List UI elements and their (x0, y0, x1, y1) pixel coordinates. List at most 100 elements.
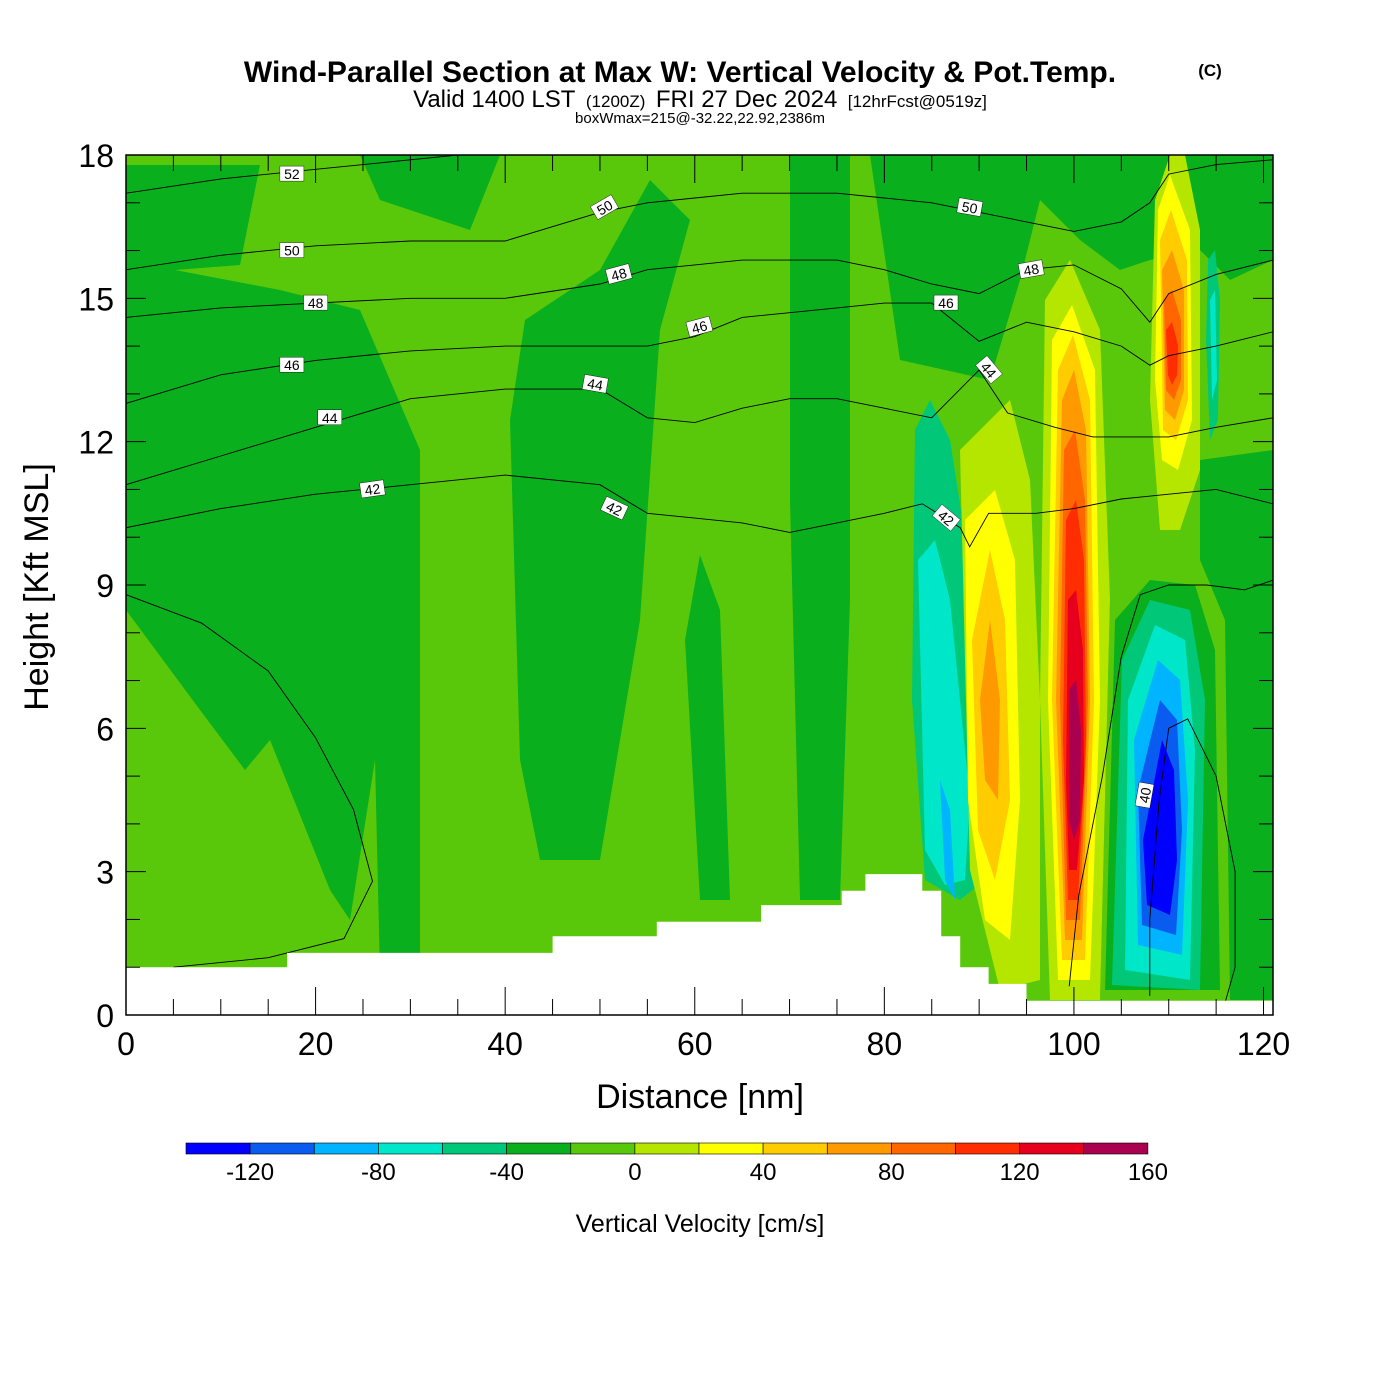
field-zone-updraft-orange (980, 620, 1000, 800)
colorbar-swatch-6 (570, 1142, 636, 1155)
contour-label-text: 50 (594, 197, 616, 219)
theta-contour-42-3 (126, 474, 1273, 548)
contour-label-box (359, 479, 386, 499)
field-zone-upper-updraft-red (1166, 322, 1178, 385)
theta-contour-46-5 (126, 302, 1273, 404)
contour-label-14: 44 (975, 355, 1003, 384)
colorbar-tick-label: -120 (226, 1159, 274, 1186)
field-zone-core-maroon (1069, 680, 1081, 840)
colorbar-swatch-9 (762, 1142, 828, 1155)
contour-label-2: 48 (303, 294, 328, 311)
colorbar-swatch-11 (891, 1142, 956, 1155)
colorbar-swatch-8 (698, 1142, 764, 1155)
field-zone-left-green (126, 165, 420, 980)
contour-label-box (279, 242, 305, 258)
contour-label-text: 48 (609, 265, 628, 285)
field-zone-center-green (510, 180, 690, 860)
subtitle-valid: Valid 1400 LST (413, 86, 576, 113)
theta-contour-44-4 (126, 369, 1273, 486)
contour-label-12: 48 (1017, 259, 1045, 279)
colorbar-swatch-14 (1083, 1142, 1149, 1155)
contour-label-box (604, 263, 633, 285)
contour-label-box (279, 357, 305, 373)
contour-label-16: 40 (1134, 781, 1155, 809)
field-zone-upper-teal (1210, 290, 1217, 400)
contour-label-box (975, 355, 1003, 384)
y-tick-label: 12 (78, 425, 114, 461)
y-tick-label: 9 (96, 568, 114, 604)
theta-contours (126, 155, 1273, 1001)
contour-label-box (956, 197, 984, 217)
contour-label-box (303, 294, 328, 311)
contour-label-text: 46 (690, 317, 709, 337)
y-tick-label: 15 (78, 281, 114, 317)
minor-ticks (126, 155, 1273, 1015)
colorbar-swatch-2 (313, 1142, 379, 1155)
x-tick-label: 0 (117, 1026, 135, 1062)
contour-label-box (590, 194, 619, 220)
contour-label-text: 42 (364, 480, 382, 498)
field-zone-column-green (790, 155, 850, 900)
contour-label-text: 48 (1022, 260, 1040, 278)
contour-label-box (600, 496, 629, 521)
contour-label-11: 50 (956, 197, 984, 217)
contour-label-text: 46 (938, 295, 954, 311)
contour-label-box (317, 409, 342, 425)
subtitle-utc: (1200Z) (586, 92, 646, 111)
contour-label-box (279, 165, 305, 182)
contour-label-8: 46 (685, 315, 714, 338)
colorbar-swatch-7 (634, 1142, 700, 1155)
theta-contour-40-1 (1068, 579, 1273, 987)
contour-label-box (933, 294, 959, 311)
field-zone-lower-right-deepblue (1143, 740, 1177, 915)
contour-label-10: 42 (600, 496, 629, 521)
y-tick-label: 6 (96, 711, 114, 747)
chart-title: Wind-Parallel Section at Max W: Vertical… (244, 56, 1116, 89)
colorbar-swatch-13 (1019, 1142, 1084, 1155)
y-tick-label: 3 (96, 855, 114, 891)
x-axis-title: Distance [nm] (596, 1078, 804, 1116)
plot-frame (125, 154, 1274, 1016)
colorbar-tick-label: 160 (1128, 1159, 1168, 1186)
colorbar: -120 -80 -40 0 40 80 120 160 (185, 1142, 1168, 1186)
contour-label-4: 44 (317, 409, 342, 426)
colorbar-swatch-1 (249, 1142, 315, 1155)
x-tick-label: 20 (298, 1026, 334, 1062)
colorbar-swatch-10 (826, 1142, 892, 1155)
contour-label-text: 52 (284, 166, 300, 182)
subtitle-date: FRI 27 Dec 2024 (656, 86, 837, 113)
contour-label-text: 50 (284, 243, 300, 259)
x-tick-label: 80 (867, 1026, 903, 1062)
x-tick-label: 40 (487, 1026, 523, 1062)
colorbar-tick-label: 40 (750, 1159, 777, 1186)
contour-label-15: 42 (932, 503, 961, 532)
y-axis-title: Height [Kft MSL] (18, 463, 56, 711)
velocity-field (126, 155, 1273, 1000)
colorbar-tick-label: -40 (489, 1159, 524, 1186)
theta-contour-40-2 (1149, 718, 1236, 1001)
contour-label-text: 50 (961, 198, 979, 216)
contour-label-0: 52 (279, 165, 305, 182)
x-tick-label: 60 (677, 1026, 713, 1062)
contour-label-text: 42 (604, 498, 625, 519)
field-zone-downdraft-blue (940, 780, 955, 900)
contour-label-box (1134, 781, 1155, 809)
chart-subtitle: Valid 1400 LST (1200Z) FRI 27 Dec 2024 [… (413, 86, 987, 113)
colorbar-swatch-5 (506, 1142, 572, 1155)
box-info: boxWmax=215@-32.22,22.92,2386m (575, 110, 825, 127)
colorbar-tick-label: -80 (361, 1159, 396, 1186)
contour-label-1: 50 (279, 242, 305, 259)
x-tick-label: 100 (1047, 1026, 1100, 1062)
y-tick-label: 0 (96, 998, 114, 1034)
colorbar-swatch-12 (955, 1142, 1020, 1155)
theta-contour-labels: 52 50 48 46 44 42 50 48 46 44 42 50 48 46 44 42 40 (279, 165, 1155, 809)
title-block: Wind-Parallel Section at Max W: Vertical… (244, 56, 1222, 127)
contour-label-text: 44 (322, 410, 338, 426)
theta-contour-40-0 (126, 594, 373, 968)
subtitle-forecast: [12hrFcst@0519z] (848, 92, 987, 111)
y-tick-label: 18 (78, 138, 114, 174)
contour-label-9: 44 (581, 374, 609, 394)
theta-contour-48-6 (126, 259, 1273, 323)
terrain (126, 874, 1273, 1015)
